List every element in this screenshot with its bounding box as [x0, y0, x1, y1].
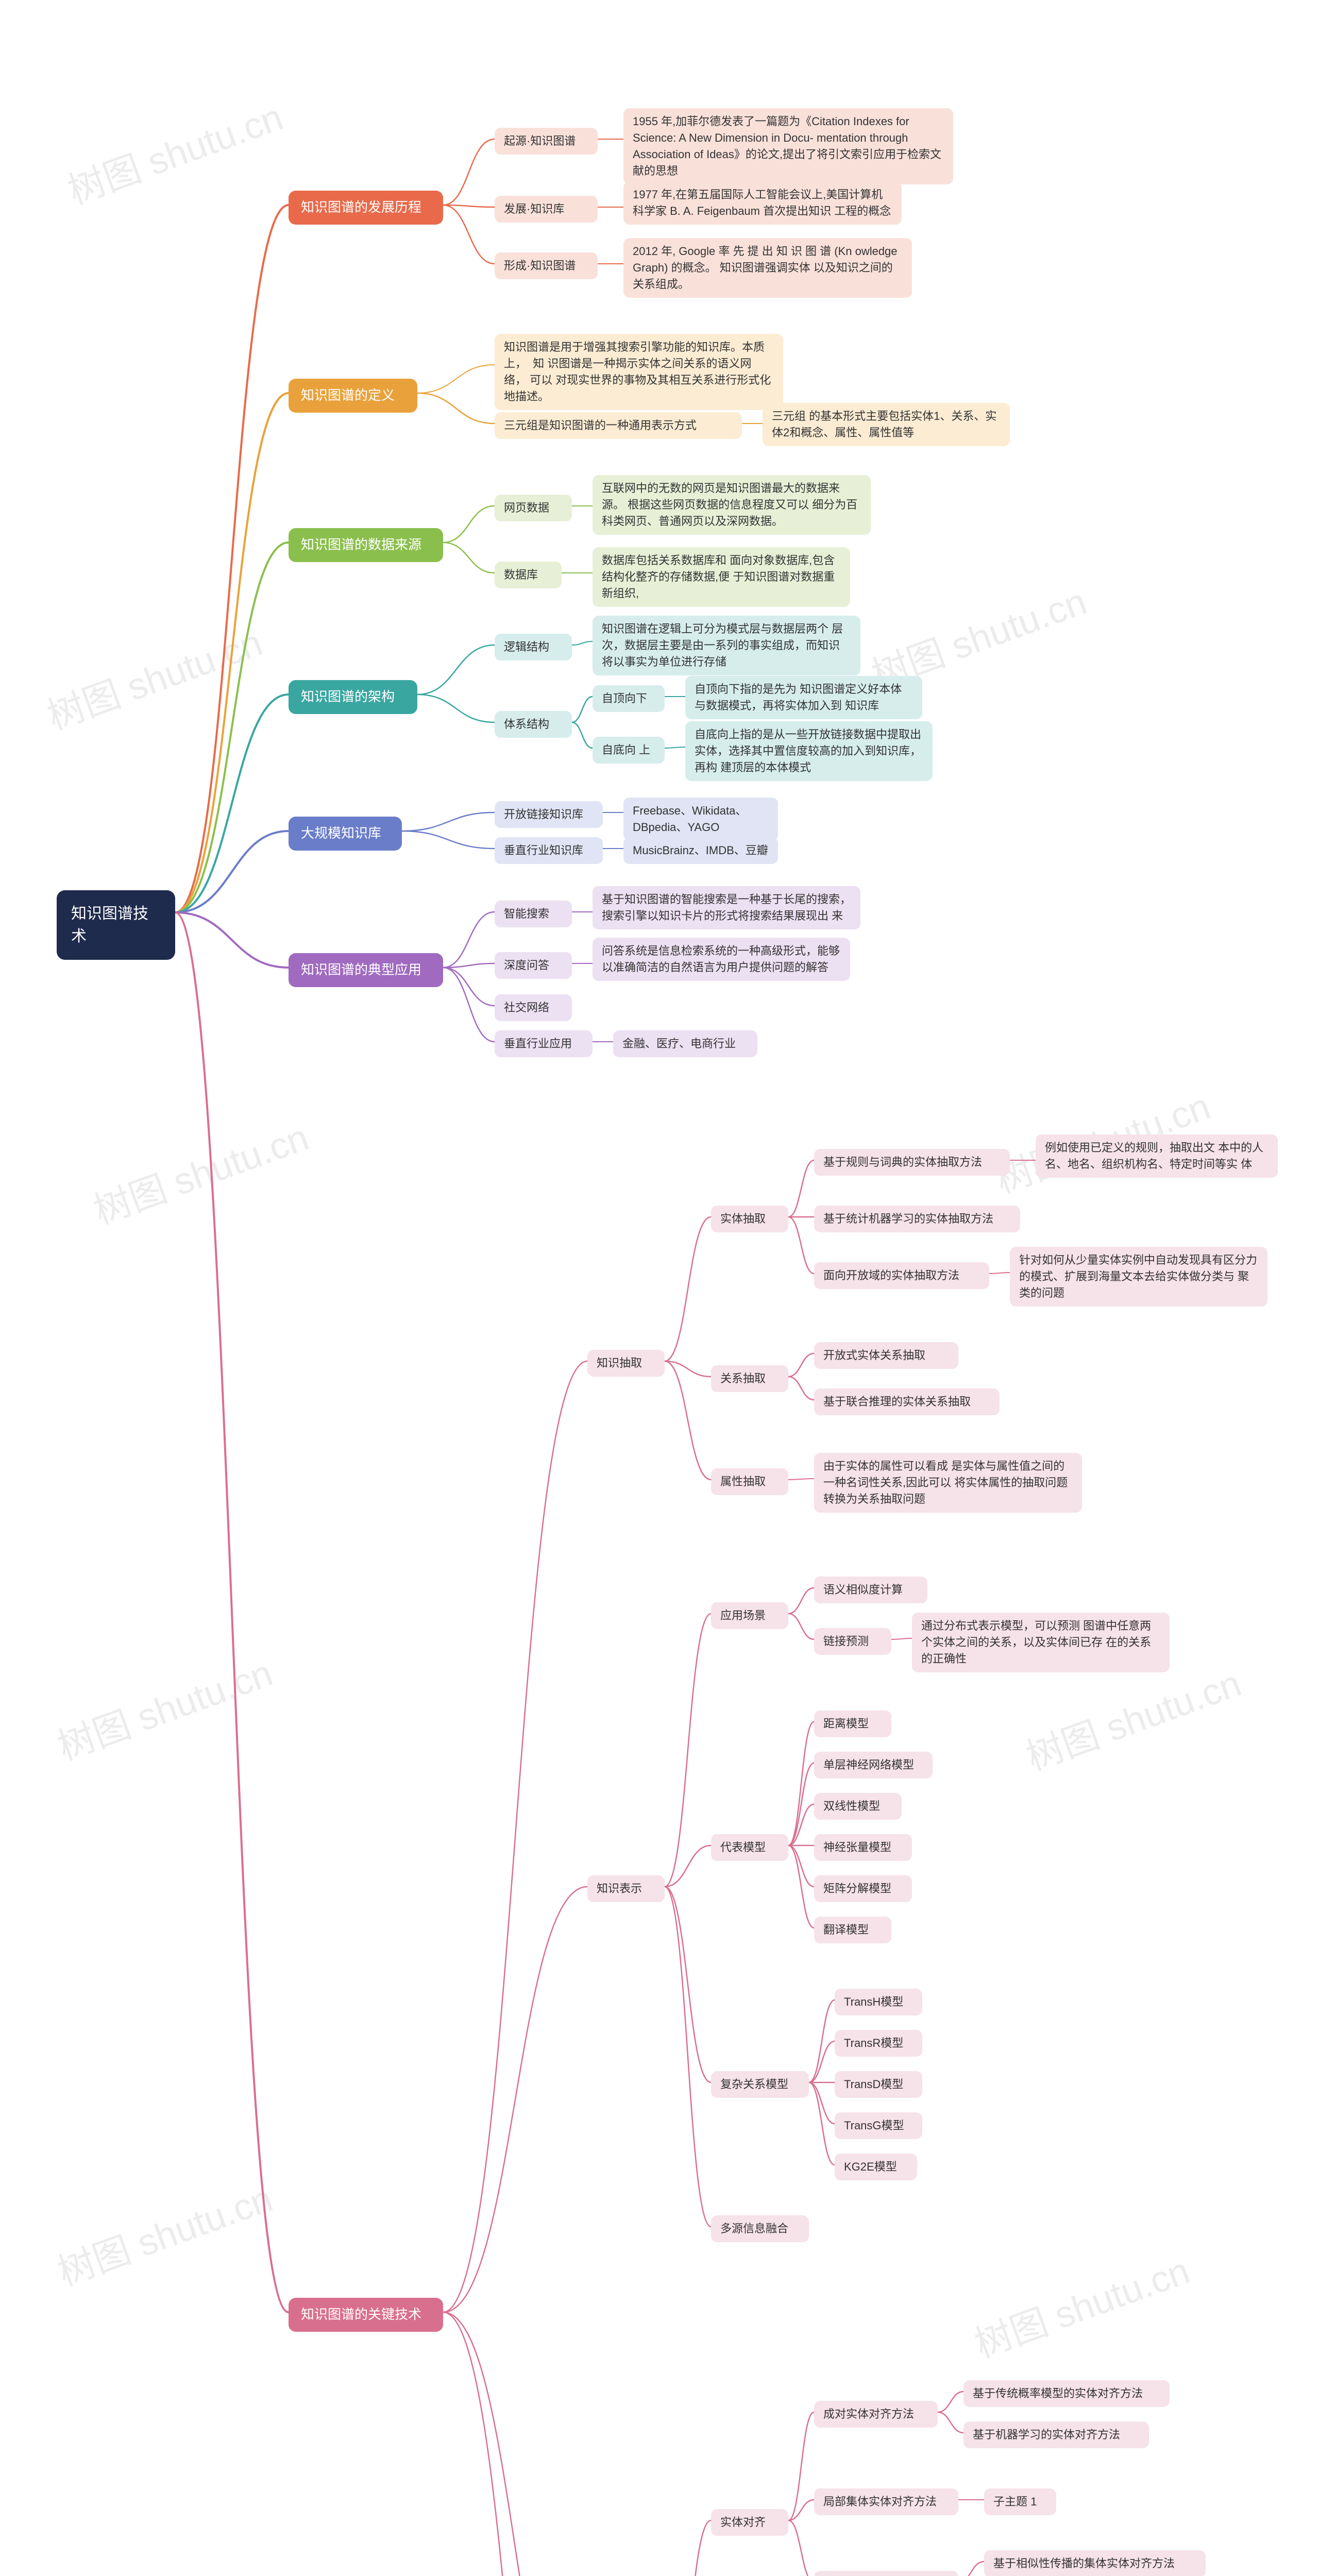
desc: 知识图谱在逻辑上可分为模式层与数据层两个 层次，数据层主要是由一系列的事实组成，… — [593, 616, 860, 675]
desc: 金融、医疗、电商行业 — [613, 1030, 757, 1057]
node: 三元组是知识图谱的一种通用表示方式 — [495, 412, 742, 439]
node: 基于传统概率模型的实体对齐方法 — [963, 2380, 1170, 2407]
node: 知识抽取 — [587, 1350, 665, 1377]
node: 开放式实体关系抽取 — [814, 1342, 958, 1369]
node: 复杂关系模型 — [711, 2071, 809, 2098]
node: 垂直行业应用 — [495, 1030, 593, 1057]
node: TransD模型 — [835, 2071, 922, 2098]
desc: 数据库包括关系数据库和 面向对象数据库,包含结构化整齐的存储数据,便 于知识图谱… — [593, 547, 850, 607]
desc: 2012 年, Google 率 先 提 出 知 识 图 谱 (Kn owled… — [623, 238, 912, 298]
node: 面向开放域的实体抽取方法 — [814, 1262, 989, 1289]
node: 智能搜索 — [495, 901, 572, 927]
node: 基于规则与词典的实体抽取方法 — [814, 1149, 1010, 1176]
node: 基于统计机器学习的实体抽取方法 — [814, 1206, 1020, 1232]
node: TransR模型 — [835, 2030, 922, 2057]
desc: 1955 年,加菲尔德发表了一篇题为《Citation Indexes for … — [623, 108, 953, 184]
l1-src: 知识图谱的数据来源 — [289, 528, 443, 562]
node: 形成·知识图谱 — [495, 252, 598, 279]
node: 属性抽取 — [711, 1468, 788, 1495]
node: 代表模型 — [711, 1834, 788, 1861]
node: 关系抽取 — [711, 1365, 788, 1392]
l1-hist: 知识图谱的发展历程 — [289, 191, 443, 225]
node: 自底向 上 — [593, 737, 665, 764]
node: 深度问答 — [495, 952, 572, 979]
l1-app: 知识图谱的典型应用 — [289, 953, 443, 987]
node: 自顶向下 — [593, 685, 665, 712]
desc: 互联网中的无数的网页是知识图谱最大的数据来源。 根据这些网页数据的信息程度又可以… — [593, 475, 871, 535]
node: 成对实体对齐方法 — [814, 2401, 938, 2428]
node: 社交网络 — [495, 994, 572, 1021]
desc: 基于知识图谱的智能搜索是一种基于长尾的搜索，搜索引擎以知识卡片的形式将搜索结果展… — [593, 886, 860, 929]
desc: 自底向上指的是从一些开放链接数据中提取出实体，选择其中置信度较高的加入到知识库，… — [685, 721, 933, 781]
node: 体系结构 — [495, 711, 572, 738]
node: 开放链接知识库 — [495, 801, 603, 828]
node: 垂直行业知识库 — [495, 837, 603, 864]
desc: MusicBrainz、IMDB、豆瓣 — [623, 837, 778, 864]
node: 发展·知识库 — [495, 196, 598, 223]
l1-arch: 知识图谱的架构 — [289, 680, 417, 714]
node: 起源·知识图谱 — [495, 128, 598, 155]
desc: 例如使用已定义的规则，抽取出文 本中的人名、地名、组织机构名、特定时间等实 体 — [1036, 1134, 1278, 1178]
desc: 自顶向下指的是先为 知识图谱定义好本体与数据模式，再将实体加入到 知识库 — [685, 676, 922, 719]
node: 多源信息融合 — [711, 2215, 809, 2242]
node: 逻辑结构 — [495, 634, 572, 660]
desc: 通过分布式表示模型，可以预测 图谱中任意两个实体之间的关系，以及实体间已存 在的… — [912, 1613, 1170, 1672]
desc: 针对如何从少量实体实例中自动发现具有区分力的模式、扩展到海量文本去给实体做分类与… — [1010, 1247, 1267, 1307]
node: 实体对齐 — [711, 2509, 788, 2536]
node: TransG模型 — [835, 2112, 922, 2139]
node: 局部集体实体对齐方法 — [814, 2488, 958, 2515]
l1-kb: 大规模知识库 — [289, 817, 402, 851]
l1-def: 知识图谱的定义 — [289, 379, 417, 413]
node: 距离模型 — [814, 1710, 891, 1737]
node: 知识表示 — [587, 1875, 665, 1902]
node: 单层神经网络模型 — [814, 1752, 933, 1778]
node: 神经张量模型 — [814, 1834, 912, 1861]
node: TransH模型 — [835, 1989, 922, 2015]
node: 实体抽取 — [711, 1206, 788, 1232]
node: 全局集体实体对齐方法 — [814, 2571, 958, 2576]
node: 数据库 — [495, 562, 562, 588]
node: 矩阵分解模型 — [814, 1875, 912, 1902]
node: 语义相似度计算 — [814, 1577, 927, 1603]
node: 网页数据 — [495, 495, 572, 521]
node: 基于联合推理的实体关系抽取 — [814, 1388, 1000, 1415]
node: 翻译模型 — [814, 1917, 891, 1943]
node: 应用场景 — [711, 1602, 788, 1629]
desc: Freebase、Wikidata、DBpedia、YAGO — [623, 798, 778, 841]
desc: 子主题 1 — [984, 2488, 1056, 2515]
desc: 知识图谱是用于增强其搜索引擎功能的知识库。本质上， 知 识图谱是一种揭示实体之间… — [495, 334, 783, 410]
l1-tech: 知识图谱的关键技术 — [289, 2298, 443, 2332]
desc: 三元组 的基本形式主要包括实体1、关系、实体2和概念、属性、属性值等 — [763, 403, 1010, 446]
node: KG2E模型 — [835, 2154, 917, 2180]
node: 基于机器学习的实体对齐方法 — [963, 2421, 1149, 2448]
node: 双线性模型 — [814, 1793, 902, 1820]
node: 基于相似性传播的集体实体对齐方法 — [984, 2550, 1206, 2576]
desc: 问答系统是信息检索系统的一种高级形式，能够以准确简洁的自然语言为用户提供问题的解… — [593, 938, 850, 981]
root-node: 知识图谱技术 — [57, 890, 175, 960]
node: 链接预测 — [814, 1628, 891, 1655]
desc: 1977 年,在第五届国际人工智能会议上,美国计算机科学家 B. A. Feig… — [623, 181, 902, 225]
desc: 由于实体的属性可以看成 是实体与属性值之间的一种名词性关系,因此可以 将实体属性… — [814, 1453, 1082, 1513]
